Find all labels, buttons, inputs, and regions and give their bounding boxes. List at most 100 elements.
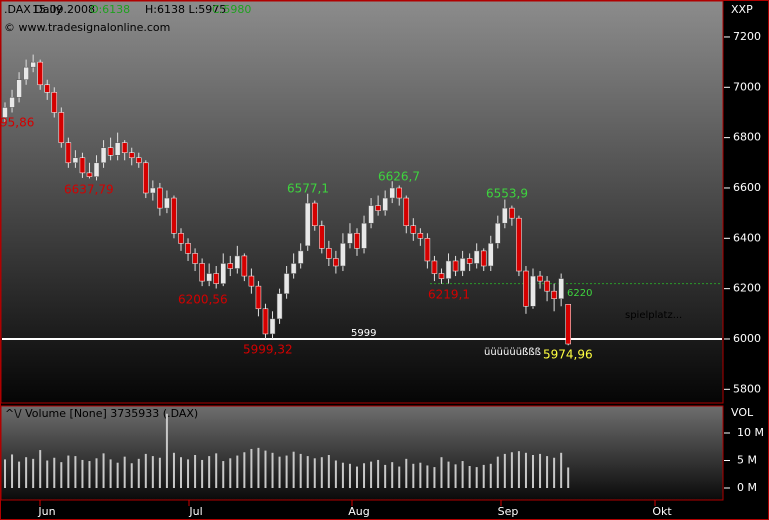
volume-bar (67, 455, 70, 488)
annotation: 6220 (567, 288, 592, 299)
candle-body (452, 260, 459, 272)
candle-body (121, 142, 128, 153)
annotation: 5999 (351, 328, 376, 339)
volume-bar (158, 457, 161, 488)
candle-body (354, 233, 360, 249)
volume-bar (348, 463, 351, 488)
volume-bar (482, 464, 485, 488)
candle-body (150, 187, 156, 194)
candle-body (516, 217, 522, 272)
y-tick-label: 6200 (733, 282, 761, 295)
candle-body (382, 197, 388, 211)
y-tick-label: 5800 (733, 382, 761, 395)
candle-body (466, 258, 473, 264)
volume-bar (88, 461, 91, 488)
header-text: C:5980 (212, 3, 251, 16)
header-text: H:6138 L:5975 (145, 3, 226, 16)
volume-bar (187, 459, 190, 488)
volume-bar (243, 452, 246, 488)
volume-bar (32, 458, 35, 488)
candle-body (410, 225, 417, 234)
volume-bar (461, 461, 464, 488)
volume-bar (503, 453, 506, 488)
candle-body (199, 263, 205, 282)
annotation: 6200,56 (178, 293, 228, 307)
volume-bar (4, 459, 6, 488)
volume-bar (25, 457, 28, 488)
volume-bar (524, 452, 527, 488)
annotation: 6219,1 (428, 288, 470, 302)
volume-bar (567, 467, 570, 488)
volume-bar (496, 456, 499, 488)
volume-bar (201, 459, 204, 488)
volume-bar (426, 465, 429, 488)
x-tick-label: Jul (188, 505, 202, 518)
candle-body (368, 205, 374, 224)
candle-body (164, 197, 170, 209)
candle-body (276, 293, 283, 320)
volume-bar (81, 459, 84, 488)
volume-bar (292, 451, 295, 488)
volume-bar (475, 467, 478, 488)
candle-body (213, 273, 219, 284)
volume-bar (18, 461, 21, 488)
candle-body (445, 260, 452, 279)
candle-body (297, 250, 304, 264)
candle-body (438, 273, 445, 279)
volume-bar (11, 454, 14, 488)
volume-bar (144, 453, 147, 488)
annotation: 5999,32 (243, 343, 293, 357)
volume-bar (560, 452, 563, 488)
volume-bar (95, 458, 98, 488)
volume-bar (419, 462, 422, 488)
candle-body (51, 92, 58, 113)
candle-body (16, 79, 22, 98)
candle-body (178, 233, 184, 244)
volume-bar (440, 457, 443, 488)
candle-body (347, 233, 353, 244)
volume-bar (510, 452, 513, 488)
volume-bar (327, 455, 330, 488)
volume-bar (285, 455, 288, 488)
candle-body (333, 258, 339, 267)
y-tick-label: 6000 (733, 332, 761, 345)
volume-bar (433, 467, 436, 488)
candle-body (269, 318, 276, 335)
price-axis-label: XXP (731, 3, 753, 16)
volume-bar (229, 458, 232, 488)
x-tick-label: Jun (37, 505, 55, 518)
candle-body (537, 275, 543, 282)
header-text: .DAX Daily (4, 3, 63, 16)
volume-panel (0, 405, 724, 501)
volume-bar (194, 455, 197, 488)
candle-body (143, 162, 149, 194)
candle-body (72, 157, 79, 164)
candle-body (389, 187, 395, 199)
candle-body (523, 270, 529, 307)
candle-body (488, 243, 494, 267)
annotation: 6626,7 (378, 170, 420, 184)
candle-body (262, 308, 269, 335)
volume-bar (130, 463, 133, 488)
candle-body (459, 258, 466, 272)
volume-bar (306, 456, 309, 488)
y-tick-label: 6400 (733, 231, 761, 244)
header-text: 15.09.2008 (32, 3, 95, 16)
candle-body (340, 243, 346, 267)
annotation: 6553,9 (486, 187, 528, 201)
candle-body (128, 152, 135, 159)
volume-bar (208, 456, 211, 488)
volume-bar (539, 453, 542, 488)
volume-bar (313, 458, 316, 488)
volume-bar (398, 466, 401, 488)
volume-bar (489, 463, 492, 488)
candle-body (9, 97, 15, 108)
candle-body (551, 290, 557, 299)
candle-body (23, 66, 29, 81)
volume-bar (377, 459, 380, 488)
volume-bar (222, 461, 225, 488)
volume-bar (180, 457, 182, 488)
volume-bar (546, 456, 549, 488)
volume-bar (553, 457, 556, 488)
